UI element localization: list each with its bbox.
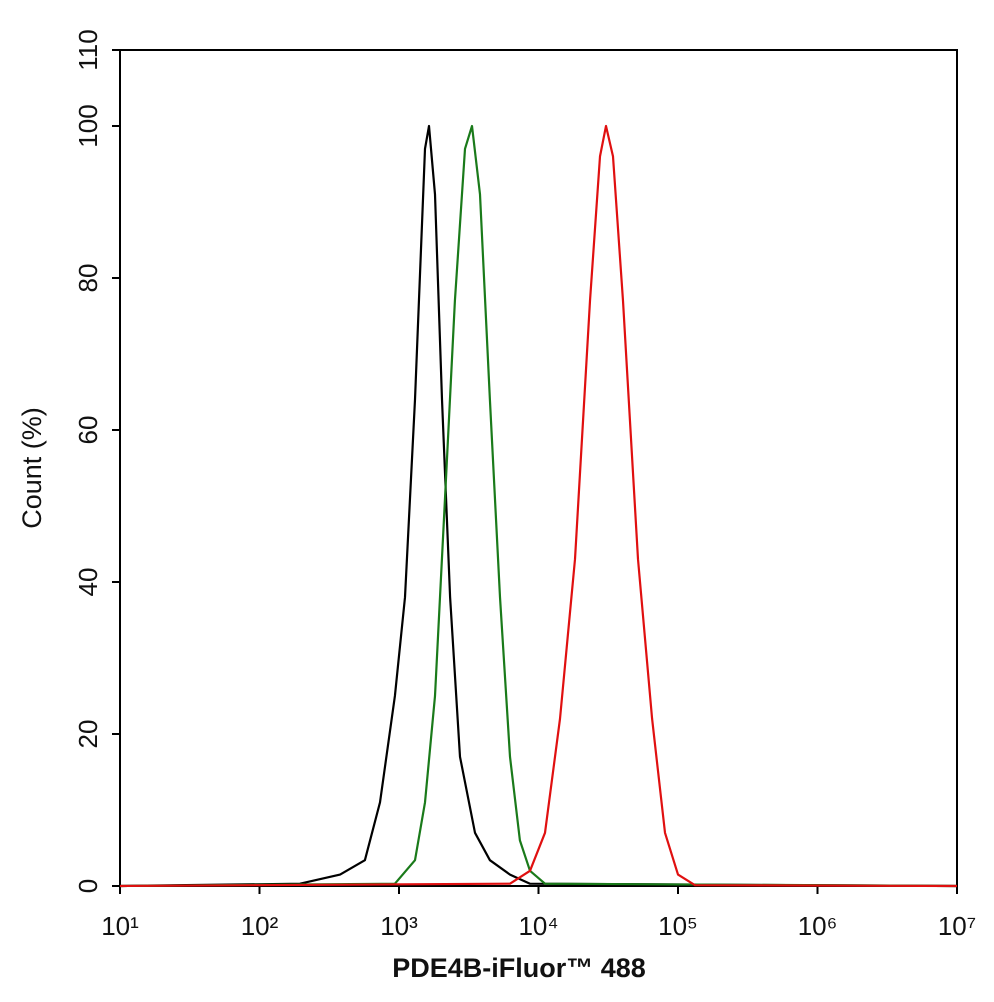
y-tick-label: 40 — [73, 568, 103, 597]
plot-frame — [119, 49, 958, 887]
y-tick-label: 100 — [73, 104, 103, 147]
x-tick-label: 10⁷ — [938, 911, 976, 941]
x-tick-label: 10² — [241, 911, 279, 941]
y-axis-title: Count (%) — [17, 407, 47, 529]
histogram-line — [119, 124, 958, 888]
y-tick-label: 0 — [73, 879, 103, 893]
histogram-line — [119, 124, 958, 888]
y-tick-label: 110 — [73, 29, 103, 70]
histogram-line — [119, 124, 958, 888]
x-tick-label: 10³ — [380, 911, 418, 941]
y-tick-label: 20 — [73, 720, 103, 749]
x-axis-title: PDE4B-iFluor™ 488 — [392, 953, 646, 983]
y-tick-label: 80 — [73, 264, 103, 293]
x-tick-label: 10⁴ — [518, 911, 558, 941]
y-tick-label: 60 — [73, 416, 103, 445]
x-tick-label: 10¹ — [101, 911, 139, 941]
x-tick-label: 10⁶ — [798, 911, 838, 941]
x-tick-label: 10⁵ — [658, 911, 698, 941]
